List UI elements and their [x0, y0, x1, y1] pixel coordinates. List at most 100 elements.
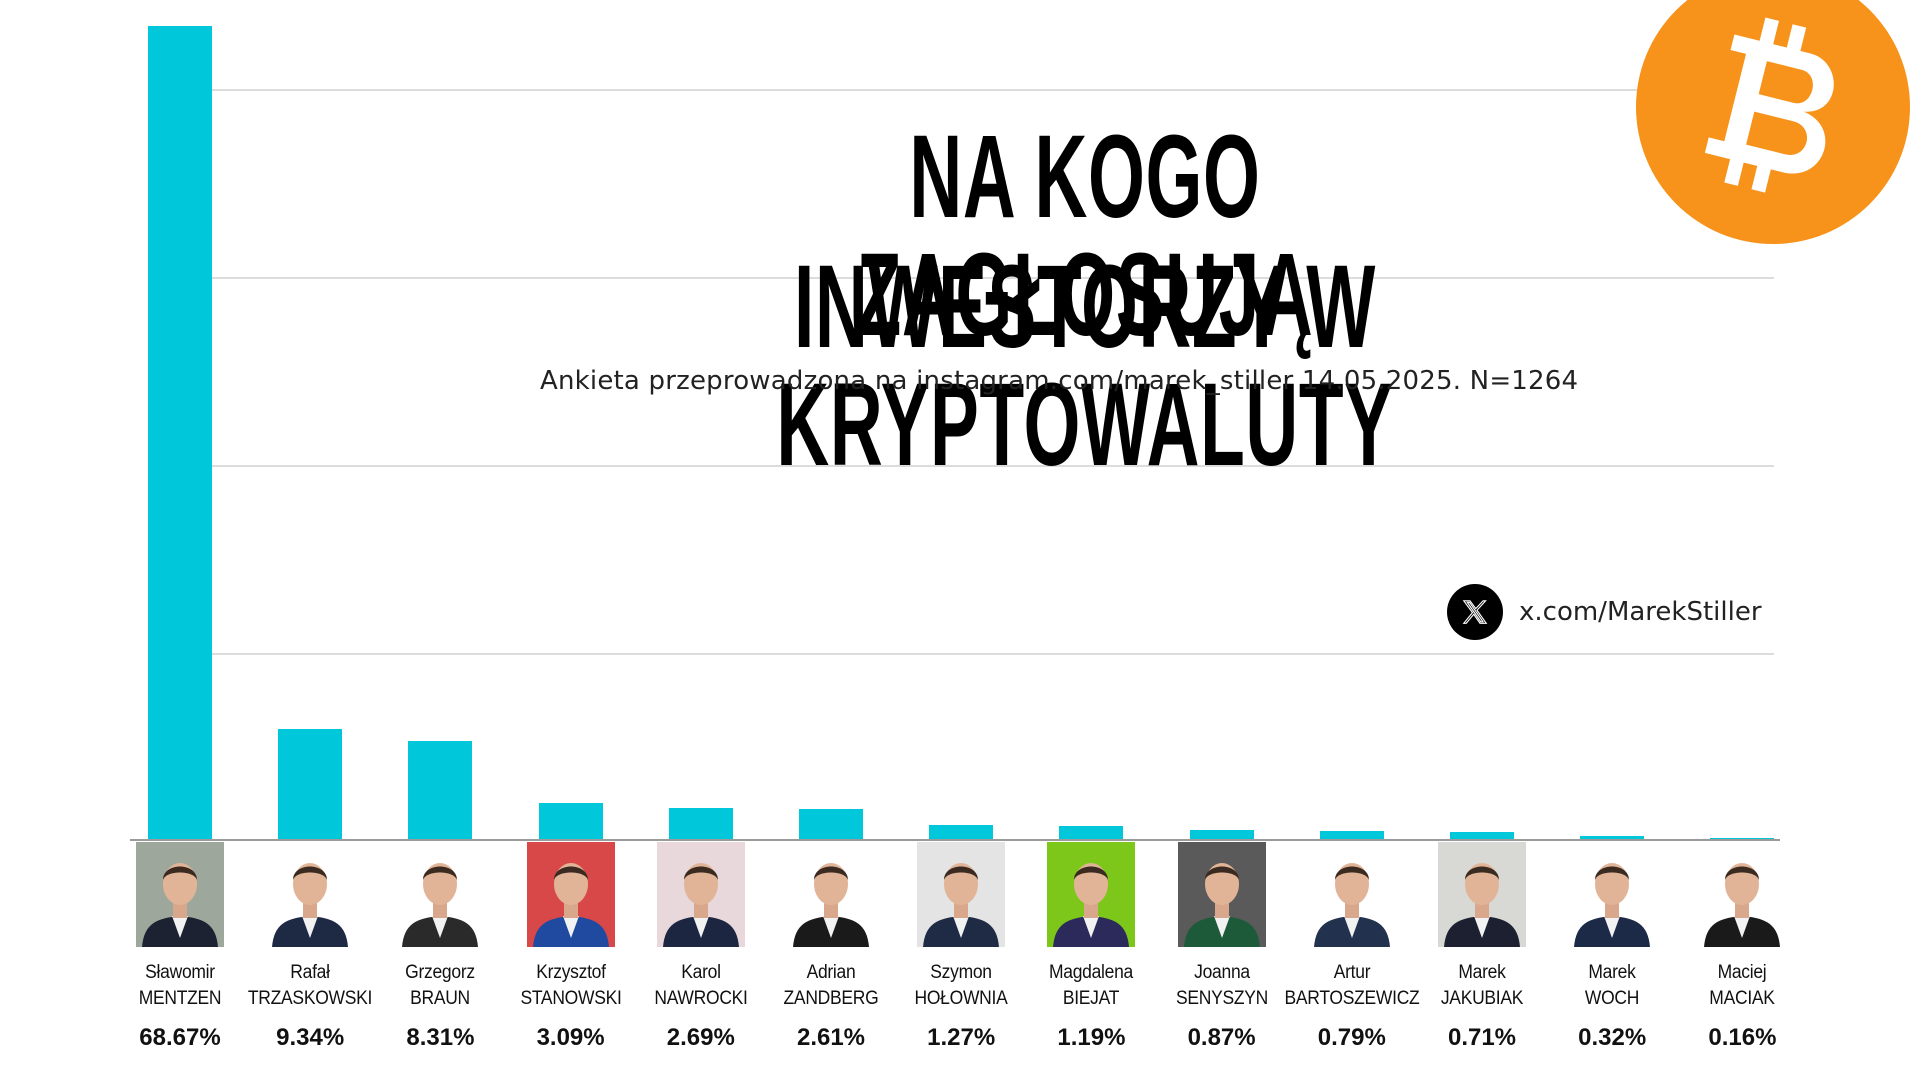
candidate-percentage: 0.16% — [1708, 1024, 1777, 1051]
candidate-name: Adrian ZANDBERG — [762, 960, 900, 1012]
candidate-name: Artur BARTOSZEWICZ — [1283, 960, 1421, 1012]
person-icon — [1698, 842, 1787, 947]
candidate-photo — [1307, 842, 1396, 947]
bar — [1450, 832, 1514, 840]
candidate-name: Magdalena BIEJAT — [1022, 960, 1160, 1012]
candidate-last-name: NAWROCKI — [654, 988, 748, 1009]
candidate-photo — [1698, 842, 1787, 947]
gridline — [212, 653, 1774, 655]
candidate-name: Grzegorz BRAUN — [371, 960, 509, 1012]
candidate-photo — [656, 842, 745, 947]
candidate-percentage: 2.69% — [666, 1024, 735, 1051]
bar — [1580, 836, 1645, 840]
person-icon — [1047, 842, 1136, 947]
gridline — [212, 89, 1774, 91]
x-handle-text: x.com/MarekStiller — [1519, 597, 1762, 627]
x-logo-icon — [1447, 584, 1503, 640]
x-handle-link[interactable]: x.com/MarekStiller — [1447, 584, 1762, 640]
bar — [408, 741, 473, 840]
candidate-percentage: 0.87% — [1187, 1024, 1256, 1051]
candidate-name: Joanna SENYSZYN — [1153, 960, 1291, 1012]
gridline — [212, 465, 1774, 467]
candidate-percentage: 1.27% — [927, 1024, 996, 1051]
candidate-last-name: BIEJAT — [1063, 988, 1120, 1009]
candidate-photo — [787, 842, 875, 947]
candidate-last-name: HOŁOWNIA — [914, 988, 1008, 1009]
bar — [148, 26, 212, 840]
person-icon — [1438, 842, 1526, 947]
person-icon — [656, 842, 745, 947]
candidate-name: Marek WOCH — [1543, 960, 1681, 1012]
chart-title-line2: INWESTORZY W KRYPTOWALUTY — [776, 241, 1394, 491]
bitcoin-icon — [1636, 0, 1910, 244]
candidate-name: Szymon HOŁOWNIA — [892, 960, 1030, 1012]
bar — [538, 803, 603, 840]
candidate-percentage: 0.79% — [1317, 1024, 1386, 1051]
candidate-last-name: WOCH — [1585, 988, 1640, 1009]
bar — [278, 729, 343, 840]
candidate-photo — [1438, 842, 1526, 947]
bar — [1059, 826, 1124, 840]
bar — [668, 808, 733, 840]
candidate-first-name: Marek — [1588, 962, 1636, 983]
candidate-last-name: BARTOSZEWICZ — [1284, 988, 1420, 1009]
candidate-first-name: Joanna — [1193, 962, 1250, 983]
candidate-percentage: 68.67% — [139, 1024, 221, 1051]
candidate-first-name: Sławomir — [145, 962, 215, 983]
candidate-first-name: Maciej — [1717, 962, 1767, 983]
bar — [799, 809, 863, 840]
candidate-photo — [526, 842, 615, 947]
person-icon — [396, 842, 485, 947]
bar — [1189, 830, 1254, 840]
bar — [1319, 831, 1384, 840]
person-icon — [1568, 842, 1657, 947]
candidate-photo — [1568, 842, 1657, 947]
candidate-photo — [396, 842, 485, 947]
candidate-photo — [917, 842, 1006, 947]
candidate-first-name: Szymon — [930, 962, 992, 983]
person-icon — [1307, 842, 1396, 947]
candidate-percentage: 0.32% — [1578, 1024, 1647, 1051]
candidate-first-name: Marek — [1458, 962, 1506, 983]
candidate-name: Karol NAWROCKI — [632, 960, 770, 1012]
person-icon — [1177, 842, 1266, 947]
x-axis-baseline — [130, 839, 1780, 841]
candidate-percentage: 2.61% — [796, 1024, 866, 1051]
candidate-last-name: ZANDBERG — [783, 988, 879, 1009]
candidate-photo — [1047, 842, 1136, 947]
candidate-name: Krzysztof STANOWSKI — [502, 960, 640, 1012]
candidate-photo — [1177, 842, 1266, 947]
candidate-last-name: MACIAK — [1709, 988, 1776, 1009]
person-icon — [787, 842, 875, 947]
candidate-first-name: Grzegorz — [405, 962, 476, 983]
candidate-percentage: 1.19% — [1057, 1024, 1126, 1051]
candidate-name: Maciej MACIAK — [1673, 960, 1811, 1012]
candidate-first-name: Magdalena — [1049, 962, 1134, 983]
candidate-last-name: MENTZEN — [138, 988, 222, 1009]
candidate-last-name: BRAUN — [410, 988, 471, 1009]
candidate-last-name: JAKUBIAK — [1440, 988, 1524, 1009]
candidate-name: Sławomir MENTZEN — [111, 960, 249, 1012]
candidate-name: Marek JAKUBIAK — [1413, 960, 1551, 1012]
candidate-first-name: Rafał — [290, 962, 330, 983]
candidate-last-name: SENYSZYN — [1175, 988, 1268, 1009]
chart-subtitle: Ankieta przeprowadzona na instagram.com/… — [540, 366, 1579, 396]
gridline — [212, 277, 1774, 279]
candidate-first-name: Krzysztof — [535, 962, 606, 983]
candidate-first-name: Karol — [681, 962, 721, 983]
bar — [929, 825, 994, 840]
candidate-last-name: STANOWSKI — [520, 988, 622, 1009]
person-icon — [266, 842, 355, 947]
candidate-percentage: 3.09% — [536, 1024, 605, 1051]
candidate-photo — [266, 842, 355, 947]
candidate-percentage: 9.34% — [276, 1024, 345, 1051]
candidate-percentage: 8.31% — [406, 1024, 475, 1051]
candidate-name: Rafał TRZASKOWSKI — [241, 960, 379, 1012]
person-icon — [917, 842, 1006, 947]
person-icon — [526, 842, 615, 947]
person-icon — [136, 842, 224, 947]
candidate-photo — [136, 842, 224, 947]
candidate-last-name: TRZASKOWSKI — [248, 988, 373, 1009]
candidate-first-name: Artur — [1333, 962, 1371, 983]
candidate-first-name: Adrian — [806, 962, 856, 983]
